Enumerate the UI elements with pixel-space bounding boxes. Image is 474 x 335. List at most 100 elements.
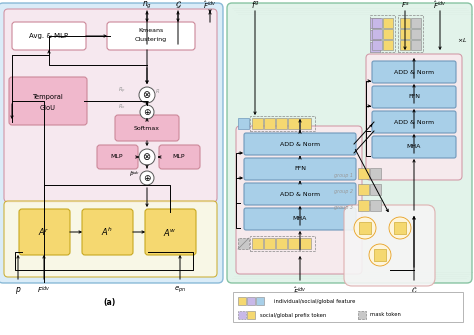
Text: social/global prefix token: social/global prefix token xyxy=(260,313,326,318)
Text: ADD & Norm: ADD & Norm xyxy=(280,192,320,197)
FancyBboxPatch shape xyxy=(4,201,217,277)
FancyBboxPatch shape xyxy=(159,145,200,169)
Text: $\hat{F}^{idv}$: $\hat{F}^{idv}$ xyxy=(203,0,217,11)
Circle shape xyxy=(139,149,155,165)
Bar xyxy=(247,297,255,305)
FancyBboxPatch shape xyxy=(236,126,362,274)
Text: $\oplus$: $\oplus$ xyxy=(143,107,151,117)
Bar xyxy=(400,40,410,50)
FancyBboxPatch shape xyxy=(244,158,356,180)
Bar xyxy=(370,168,381,179)
Text: GIoU: GIoU xyxy=(40,105,56,111)
FancyBboxPatch shape xyxy=(366,54,462,180)
Bar xyxy=(370,42,380,52)
Bar xyxy=(370,15,395,52)
FancyBboxPatch shape xyxy=(372,86,456,108)
Text: $n_g$: $n_g$ xyxy=(142,0,152,10)
Bar xyxy=(252,238,263,249)
Bar xyxy=(358,200,369,211)
Bar xyxy=(238,297,246,305)
Bar xyxy=(383,40,393,50)
Text: $R_p$: $R_p$ xyxy=(118,86,126,96)
Bar xyxy=(411,18,421,28)
FancyBboxPatch shape xyxy=(372,111,456,133)
Text: $A^w$: $A^w$ xyxy=(163,226,177,238)
Bar xyxy=(370,200,381,211)
Text: $\mathcal{G}$: $\mathcal{G}$ xyxy=(174,0,182,10)
Bar xyxy=(250,236,315,251)
Bar xyxy=(233,292,463,322)
Bar xyxy=(372,18,382,28)
Bar xyxy=(238,118,249,129)
Text: MHA: MHA xyxy=(407,144,421,149)
Text: $\oplus$: $\oplus$ xyxy=(143,173,151,183)
Text: $\hat{F}^{idv}$: $\hat{F}^{idv}$ xyxy=(293,285,307,297)
Bar xyxy=(370,184,381,195)
Bar xyxy=(276,238,287,249)
Bar xyxy=(238,311,246,319)
Text: $\hat{F}^{idv}$: $\hat{F}^{idv}$ xyxy=(433,0,447,11)
Bar xyxy=(383,18,393,28)
Bar xyxy=(300,238,311,249)
Bar xyxy=(374,249,386,261)
Bar xyxy=(300,118,311,129)
Bar xyxy=(370,18,380,28)
FancyBboxPatch shape xyxy=(19,209,70,255)
Text: Kmeans: Kmeans xyxy=(138,27,164,32)
Text: $e_{pn}$: $e_{pn}$ xyxy=(174,285,186,295)
Bar xyxy=(370,42,380,52)
Bar xyxy=(370,30,380,40)
Text: Softmax: Softmax xyxy=(134,126,160,131)
FancyBboxPatch shape xyxy=(0,3,223,283)
Bar xyxy=(394,222,406,234)
Text: $\otimes$: $\otimes$ xyxy=(142,89,152,100)
Text: (a): (a) xyxy=(104,297,116,307)
Text: Temporal: Temporal xyxy=(33,94,64,100)
Text: group 2: group 2 xyxy=(334,189,353,194)
Text: $R_o$: $R_o$ xyxy=(118,103,126,112)
FancyBboxPatch shape xyxy=(145,209,196,255)
Text: $p$: $p$ xyxy=(15,284,21,295)
Text: individual/social/global feature: individual/social/global feature xyxy=(274,298,356,304)
Bar xyxy=(411,40,421,50)
Circle shape xyxy=(369,244,391,266)
Bar xyxy=(398,15,423,52)
Text: MLP: MLP xyxy=(173,154,185,159)
FancyBboxPatch shape xyxy=(9,77,87,125)
FancyBboxPatch shape xyxy=(244,208,356,230)
FancyBboxPatch shape xyxy=(4,9,217,202)
Text: (b): (b) xyxy=(344,297,356,307)
FancyBboxPatch shape xyxy=(115,115,179,141)
Bar xyxy=(358,184,369,195)
Text: Avg. & MLP: Avg. & MLP xyxy=(29,33,69,39)
Bar xyxy=(370,18,380,28)
Text: $F^s$: $F^s$ xyxy=(401,0,410,10)
FancyBboxPatch shape xyxy=(227,3,472,283)
FancyBboxPatch shape xyxy=(97,145,138,169)
Text: $\otimes$: $\otimes$ xyxy=(142,151,152,162)
FancyBboxPatch shape xyxy=(372,136,456,158)
Circle shape xyxy=(140,105,154,119)
Bar xyxy=(252,118,263,129)
Text: FFN: FFN xyxy=(408,94,420,99)
Bar xyxy=(264,118,275,129)
Bar xyxy=(400,29,410,39)
FancyBboxPatch shape xyxy=(244,183,356,205)
Text: $R$: $R$ xyxy=(155,87,161,95)
Bar xyxy=(288,238,299,249)
FancyBboxPatch shape xyxy=(82,209,133,255)
Bar xyxy=(372,29,382,39)
Bar xyxy=(411,29,421,39)
Bar xyxy=(358,168,369,179)
Text: MHA: MHA xyxy=(293,216,307,221)
Bar xyxy=(288,118,299,129)
Bar xyxy=(238,238,249,249)
Text: Clustering: Clustering xyxy=(135,38,167,43)
Bar xyxy=(264,238,275,249)
Bar xyxy=(370,42,380,52)
Text: mask token: mask token xyxy=(370,313,401,318)
Bar xyxy=(358,311,366,319)
Text: $F^{idv}$: $F^{idv}$ xyxy=(37,284,51,296)
Text: MLP: MLP xyxy=(111,154,123,159)
FancyBboxPatch shape xyxy=(107,22,195,50)
